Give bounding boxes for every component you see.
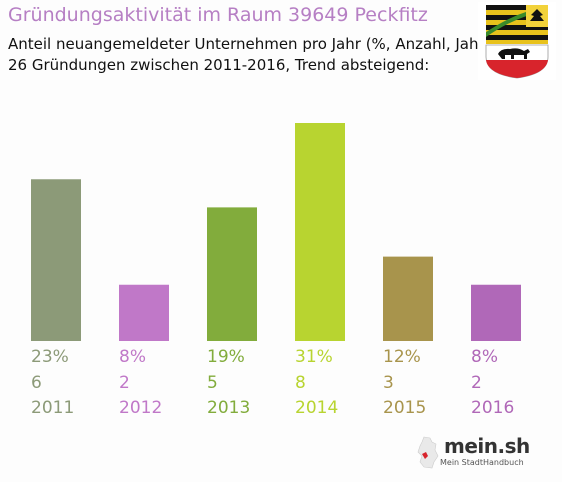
- bar-2016: [471, 284, 521, 341]
- percent-label-2015: 12%: [383, 347, 421, 367]
- count-label-2011: 6: [31, 373, 42, 393]
- count-label-2013: 5: [207, 373, 218, 393]
- percent-label-2014: 31%: [295, 347, 333, 367]
- year-label-2016: 2016: [471, 398, 515, 418]
- logo-name: mein.sh: [444, 434, 530, 458]
- chart-subtitle-line1: Anteil neuangemeldeter Unternehmen pro J…: [8, 35, 491, 53]
- bar-2012: [119, 284, 169, 341]
- year-label-2014: 2014: [295, 398, 339, 418]
- count-label-2015: 3: [383, 373, 394, 393]
- chart-title: Gründungsaktivität im Raum 39649 Peckfit…: [8, 4, 428, 26]
- germany-map-icon: [417, 436, 439, 469]
- bar-2015: [383, 256, 433, 341]
- bar-2014: [295, 123, 345, 341]
- count-label-2014: 8: [295, 373, 306, 393]
- count-label-2012: 2: [119, 373, 130, 393]
- year-label-2015: 2015: [383, 398, 427, 418]
- percent-label-2012: 8%: [119, 347, 146, 367]
- percent-label-2016: 8%: [471, 347, 498, 367]
- year-label-2013: 2013: [207, 398, 251, 418]
- percent-label-2013: 19%: [207, 347, 245, 367]
- count-label-2016: 2: [471, 373, 482, 393]
- year-label-2011: 2011: [31, 398, 75, 418]
- saxony-anhalt-coat-of-arms-icon: [478, 2, 556, 80]
- mein-sh-logo: mein.sh Mein StadtHandbuch: [414, 432, 534, 476]
- bar-2011: [31, 179, 81, 341]
- chart-subtitle-line2: 26 Gründungen zwischen 2011-2016, Trend …: [8, 56, 430, 74]
- logo-tagline: Mein StadtHandbuch: [440, 458, 524, 467]
- percent-label-2011: 23%: [31, 347, 69, 367]
- bar-2013: [207, 207, 257, 341]
- year-label-2012: 2012: [119, 398, 163, 418]
